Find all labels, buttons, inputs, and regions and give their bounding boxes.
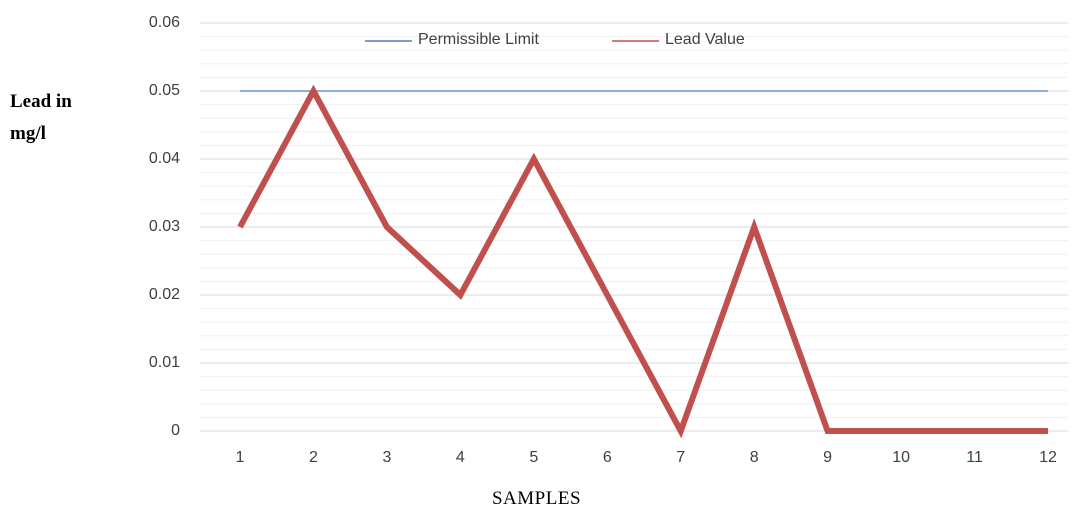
x-tick-label: 7: [676, 449, 685, 466]
y-axis-label: Lead in mg/l: [10, 91, 72, 144]
x-tick-label: 3: [382, 449, 391, 466]
x-tick-label: 1: [236, 449, 245, 466]
x-tick-label: 6: [603, 449, 612, 466]
x-tick-label: 5: [529, 449, 538, 466]
x-tick-label: 9: [823, 449, 832, 466]
x-tick-label: 8: [750, 449, 759, 466]
legend-label: Permissible Limit: [418, 31, 539, 48]
x-tick-label: 2: [309, 449, 318, 466]
legend-label: Lead Value: [665, 31, 745, 48]
y-tick-label: 0: [171, 422, 180, 439]
y-tick-label: 0.05: [149, 82, 180, 99]
y-tick-label: 0.06: [149, 14, 180, 31]
x-tick-label: 12: [1039, 449, 1057, 466]
y-tick-label: 0.01: [149, 354, 180, 371]
data-line: [237, 84, 1048, 439]
x-tick-label: 4: [456, 449, 465, 466]
x-axis-label: SAMPLES: [491, 488, 582, 509]
y-tick-label: 0.02: [149, 286, 180, 303]
y-tick-label: 0.03: [149, 218, 180, 235]
x-tick-label: 11: [966, 449, 983, 466]
y-tick-label: 0.04: [149, 150, 180, 167]
x-tick-label: 10: [892, 449, 910, 466]
